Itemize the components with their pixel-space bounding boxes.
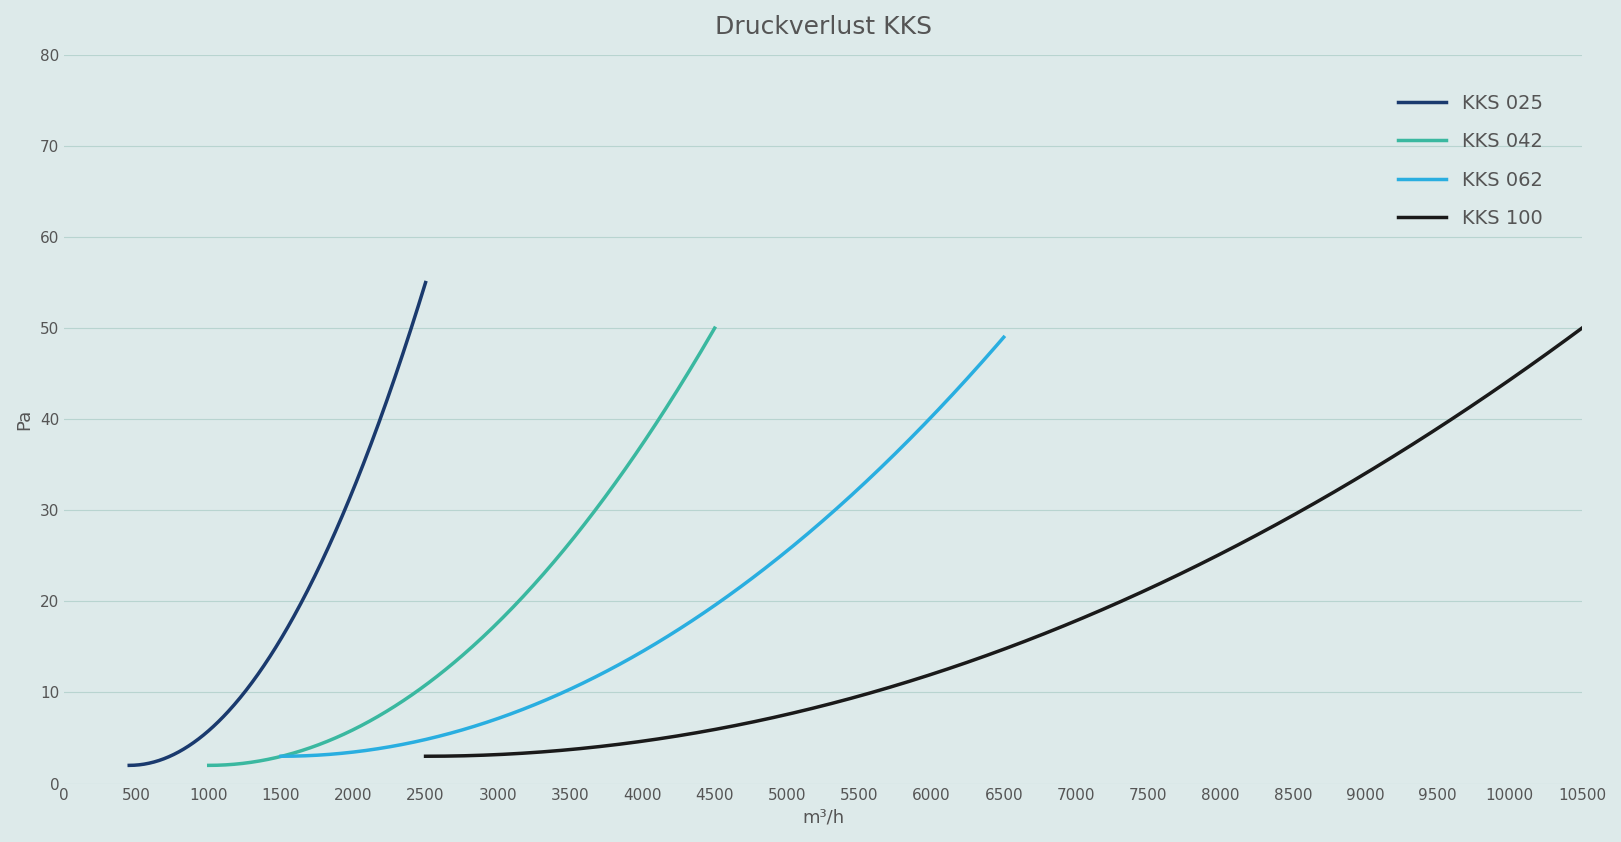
KKS 100	[1101, 601, 1120, 611]
KKS 062	[274, 751, 293, 761]
KKS 025	[120, 760, 139, 770]
X-axis label: m³/h: m³/h	[802, 809, 845, 827]
KKS 100	[1464, 399, 1483, 409]
KKS 062	[713, 594, 733, 605]
KKS 025	[370, 418, 389, 428]
KKS 062	[994, 333, 1013, 343]
KKS 042	[199, 760, 219, 770]
Legend: KKS 025, KKS 042, KKS 062, KKS 100: KKS 025, KKS 042, KKS 062, KKS 100	[1368, 65, 1572, 257]
KKS 042	[499, 607, 519, 617]
Line: KKS 062: KKS 062	[280, 338, 1003, 756]
KKS 062	[926, 407, 945, 417]
Line: KKS 025: KKS 025	[130, 283, 426, 765]
Line: KKS 100: KKS 100	[426, 328, 1582, 756]
KKS 062	[880, 454, 900, 464]
KKS 100	[417, 751, 436, 761]
KKS 062	[271, 751, 290, 761]
KKS 042	[509, 596, 528, 606]
KKS 062	[702, 603, 721, 613]
KKS 025	[297, 589, 316, 600]
KKS 025	[417, 278, 436, 288]
KKS 025	[120, 760, 139, 770]
KKS 042	[501, 605, 520, 616]
Title: Druckverlust KKS: Druckverlust KKS	[715, 15, 932, 39]
KKS 100	[420, 751, 439, 761]
KKS 042	[626, 450, 645, 460]
Y-axis label: Pa: Pa	[15, 408, 32, 429]
KKS 042	[201, 760, 220, 770]
KKS 100	[1104, 600, 1123, 610]
KKS 100	[1572, 323, 1592, 333]
KKS 025	[302, 579, 321, 589]
KKS 025	[387, 364, 407, 374]
KKS 062	[699, 605, 718, 615]
KKS 100	[1123, 591, 1143, 601]
Line: KKS 042: KKS 042	[209, 328, 715, 765]
KKS 100	[1391, 447, 1410, 457]
KKS 042	[658, 401, 678, 411]
KKS 025	[295, 591, 314, 601]
KKS 042	[705, 323, 725, 333]
